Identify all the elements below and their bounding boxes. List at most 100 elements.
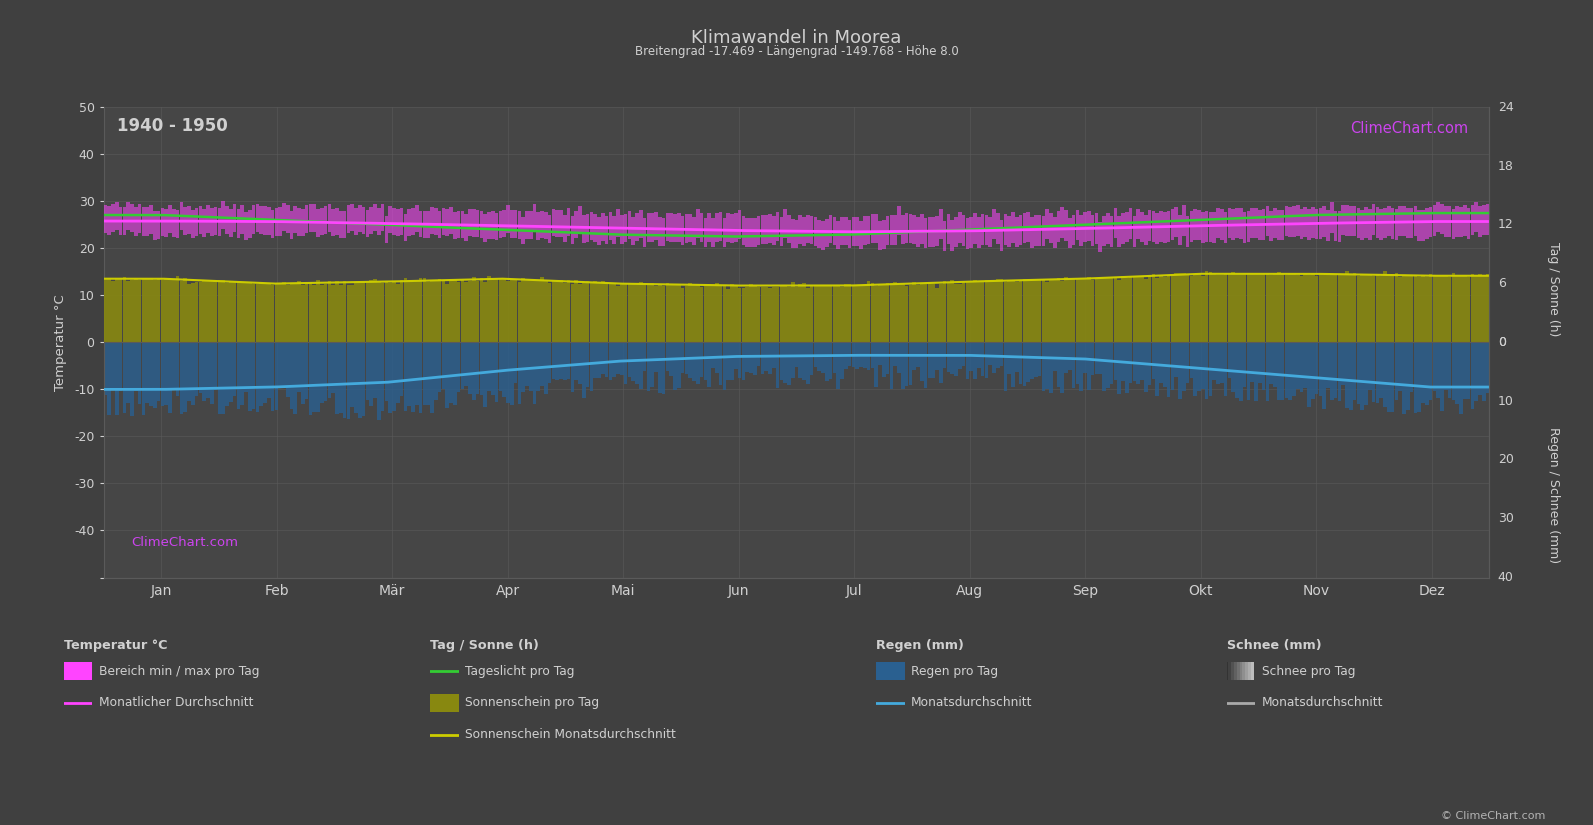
- Bar: [650, 213, 655, 242]
- Bar: [422, 342, 427, 405]
- Bar: [1228, 274, 1231, 342]
- Bar: [601, 342, 605, 374]
- Bar: [537, 280, 540, 342]
- Bar: [438, 211, 441, 238]
- Bar: [1149, 210, 1152, 241]
- Bar: [647, 213, 650, 242]
- Bar: [1215, 342, 1220, 384]
- Bar: [449, 207, 452, 234]
- Bar: [753, 342, 757, 375]
- Bar: [153, 342, 156, 408]
- Bar: [1456, 342, 1459, 403]
- Bar: [847, 284, 852, 342]
- Bar: [225, 206, 229, 234]
- Bar: [677, 214, 680, 242]
- Bar: [304, 342, 309, 399]
- Bar: [806, 214, 809, 243]
- Bar: [268, 342, 271, 398]
- Bar: [1429, 342, 1432, 400]
- Bar: [913, 282, 916, 342]
- Bar: [199, 205, 202, 234]
- Bar: [416, 205, 419, 232]
- Bar: [1220, 275, 1223, 342]
- Bar: [707, 284, 710, 342]
- Bar: [1086, 276, 1091, 342]
- Bar: [370, 342, 373, 406]
- Bar: [809, 342, 814, 375]
- Bar: [1300, 209, 1303, 239]
- Bar: [1080, 215, 1083, 246]
- Bar: [844, 285, 847, 342]
- Bar: [373, 342, 378, 398]
- Bar: [1341, 205, 1344, 235]
- Bar: [1037, 215, 1042, 246]
- Bar: [1270, 276, 1273, 342]
- Bar: [416, 280, 419, 342]
- Bar: [726, 342, 730, 380]
- Bar: [119, 342, 123, 390]
- Bar: [164, 278, 167, 342]
- Bar: [233, 282, 236, 342]
- Bar: [1314, 276, 1319, 342]
- Bar: [738, 342, 741, 378]
- Bar: [1193, 209, 1196, 240]
- Bar: [202, 280, 205, 342]
- Bar: [438, 342, 441, 392]
- Bar: [1042, 215, 1045, 247]
- Bar: [962, 342, 965, 366]
- Bar: [1368, 275, 1372, 342]
- Bar: [317, 342, 320, 412]
- Bar: [609, 211, 612, 240]
- Bar: [954, 217, 957, 248]
- Bar: [875, 286, 878, 342]
- Text: Schnee pro Tag: Schnee pro Tag: [1262, 665, 1356, 677]
- Bar: [916, 217, 919, 247]
- Bar: [1327, 210, 1330, 241]
- Bar: [718, 286, 722, 342]
- Bar: [529, 342, 532, 390]
- Bar: [715, 342, 718, 374]
- Bar: [1333, 342, 1338, 398]
- Bar: [1239, 662, 1243, 680]
- Bar: [1399, 206, 1402, 237]
- Bar: [814, 342, 817, 367]
- Bar: [902, 215, 905, 244]
- Bar: [562, 342, 567, 380]
- Bar: [1243, 274, 1246, 342]
- Bar: [957, 213, 962, 243]
- Bar: [373, 279, 378, 342]
- Bar: [1368, 342, 1372, 390]
- Bar: [803, 218, 806, 246]
- Bar: [1289, 274, 1292, 342]
- Bar: [871, 214, 875, 243]
- Bar: [1053, 342, 1056, 370]
- Bar: [631, 217, 636, 245]
- Bar: [1239, 342, 1243, 401]
- Bar: [1295, 275, 1300, 342]
- Bar: [647, 342, 650, 391]
- Bar: [833, 217, 836, 245]
- Bar: [624, 342, 628, 384]
- Bar: [1383, 271, 1388, 342]
- Bar: [710, 285, 715, 342]
- Bar: [304, 205, 309, 233]
- Bar: [1225, 662, 1228, 680]
- Bar: [894, 282, 897, 342]
- Bar: [1056, 278, 1061, 342]
- Bar: [312, 205, 315, 232]
- Bar: [806, 342, 809, 384]
- Bar: [521, 278, 526, 342]
- Bar: [852, 285, 855, 342]
- Bar: [628, 342, 631, 377]
- Bar: [556, 342, 559, 380]
- Bar: [1289, 206, 1292, 237]
- Bar: [927, 342, 932, 378]
- Bar: [221, 280, 225, 342]
- Bar: [1235, 342, 1239, 398]
- Bar: [1114, 277, 1117, 342]
- Bar: [1136, 209, 1141, 239]
- Bar: [452, 342, 457, 405]
- Bar: [828, 215, 833, 243]
- Bar: [567, 280, 570, 342]
- Bar: [616, 209, 620, 237]
